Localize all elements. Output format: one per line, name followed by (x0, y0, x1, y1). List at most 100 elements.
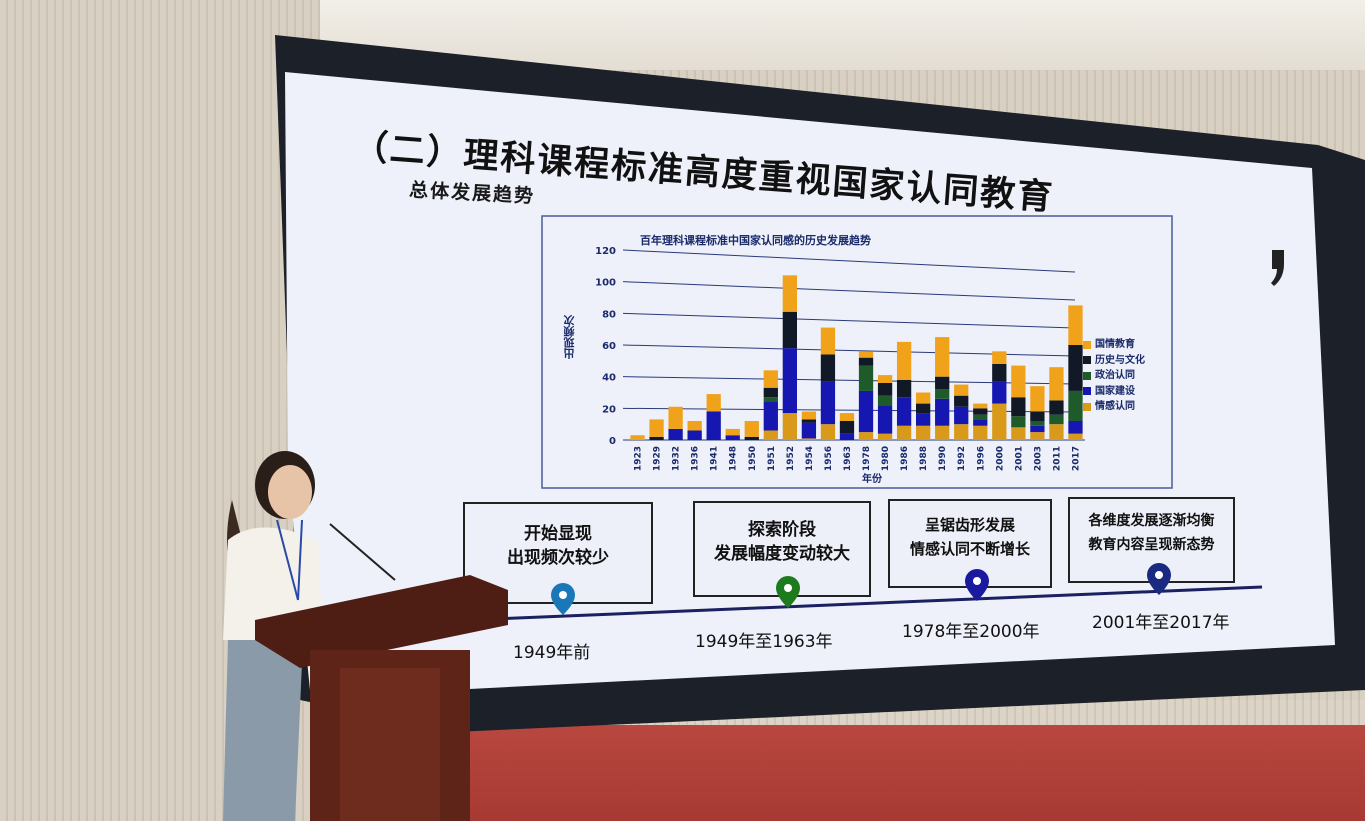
x-tick-label: 1978 (862, 446, 872, 471)
bar-segment (935, 337, 950, 377)
box-text: 各维度发展逐渐均衡 (1088, 513, 1215, 529)
bar-segment (763, 387, 778, 398)
podium (255, 575, 508, 821)
timeline-axis (469, 585, 1263, 622)
x-tick-label: 1951 (767, 446, 777, 471)
bar-segment (782, 348, 797, 414)
bar-segment (1068, 433, 1083, 440)
bar-segment (744, 436, 759, 440)
bar-segment (687, 421, 702, 431)
period-label: 1949年至1963年 (695, 632, 833, 652)
bar-segment (668, 428, 683, 440)
bar-segment (820, 381, 836, 425)
bar-segment (1049, 424, 1064, 440)
bar-segment (858, 365, 874, 391)
bar-segment (801, 438, 817, 440)
bar-segment (916, 403, 931, 414)
y-tick-label: 0 (609, 436, 616, 447)
legend-item: 国情教育 (1083, 337, 1145, 353)
chart-title: 百年理科课程标准中国家认同感的历史发展趋势 (640, 234, 871, 247)
x-tick-label: 2001 (1014, 446, 1024, 471)
bar-segment (820, 354, 836, 382)
y-tick-label: 120 (595, 246, 616, 257)
bar-segment (1011, 416, 1026, 428)
bar-segment (858, 357, 874, 366)
x-tick-label: 2017 (1071, 446, 1081, 471)
bar-segment (877, 395, 893, 406)
y-tick-label: 20 (602, 404, 616, 415)
bar-segment (973, 425, 988, 440)
bar-segment (896, 341, 912, 380)
bar-segment (935, 376, 950, 390)
x-axis-label: 年份 (862, 474, 882, 485)
y-tick-label: 60 (602, 341, 616, 352)
period-label: 1978年至2000年 (902, 622, 1040, 642)
legend-label: 历史与文化 (1095, 354, 1145, 366)
bar-segment (782, 275, 797, 312)
x-tick-label: 1996 (976, 446, 986, 471)
bar-segment (725, 428, 740, 436)
x-tick-label: 1992 (957, 446, 967, 471)
bar-segment (916, 413, 931, 426)
box-text: 呈锯齿形发展 (924, 515, 1015, 534)
period-label: 1949年前 (513, 643, 591, 663)
bar-segment (763, 402, 778, 431)
bar-segment (877, 383, 893, 396)
x-tick-label: 1952 (786, 446, 796, 471)
legend-item: 政治认同 (1083, 368, 1145, 384)
bar-segment (801, 422, 817, 439)
x-tick-label: 2000 (995, 446, 1005, 471)
bar-segment (896, 425, 912, 440)
box-text: 探索阶段 (748, 520, 816, 540)
bar-segment (839, 421, 855, 434)
x-tick-label: 1941 (710, 446, 720, 471)
bar-segment (1011, 397, 1026, 417)
bar-segment (1068, 421, 1083, 434)
bar-segment (858, 390, 874, 433)
bar-segment (992, 403, 1007, 440)
box-text: 出现频次较少 (507, 548, 609, 568)
bar-segment (1068, 390, 1083, 421)
x-tick-label: 1963 (843, 446, 853, 471)
x-tick-label: 1956 (824, 446, 834, 471)
legend-label: 国家建设 (1095, 385, 1135, 397)
bar-segment (782, 311, 797, 349)
bar-segment (1049, 367, 1064, 401)
box-text: 开始显现 (524, 524, 592, 544)
bar-segment (954, 406, 969, 425)
bar-segment (954, 395, 969, 407)
bar-segment (1030, 425, 1045, 433)
legend-label: 政治认同 (1095, 370, 1135, 381)
bar-segment (763, 370, 778, 388)
bar-segment (973, 414, 988, 420)
bar-segment (992, 351, 1007, 364)
bar-segment (1011, 427, 1026, 440)
bar-segment (782, 413, 797, 440)
bar-segment (1049, 414, 1064, 425)
location-pin-icon (965, 569, 989, 601)
bar-segment (649, 436, 664, 440)
x-tick-label: 1929 (653, 446, 663, 471)
bar-segment (1030, 421, 1045, 426)
bar-segment (1030, 411, 1045, 421)
bar-segment (858, 351, 874, 358)
location-pin-icon (776, 576, 800, 608)
gridline (622, 312, 1076, 329)
microphone (329, 523, 396, 581)
x-tick-label: 1990 (938, 446, 948, 471)
bar-segment (992, 364, 1007, 382)
bar-segment (649, 419, 664, 437)
bar-segment (935, 425, 950, 440)
bar-segment (935, 389, 950, 399)
x-tick-label: 1980 (881, 446, 891, 471)
timeline-box-2: 探索阶段 发展幅度变动较大 (693, 501, 871, 597)
bar-segment (687, 430, 702, 440)
bar-segment (935, 398, 950, 426)
bar-segment (973, 408, 988, 415)
bar-segment (858, 432, 874, 440)
bar-segment (992, 381, 1007, 404)
x-tick-label: 1948 (729, 446, 739, 471)
bar-segment (916, 425, 931, 440)
bar-segment (896, 379, 912, 398)
bar-segment (877, 405, 893, 434)
